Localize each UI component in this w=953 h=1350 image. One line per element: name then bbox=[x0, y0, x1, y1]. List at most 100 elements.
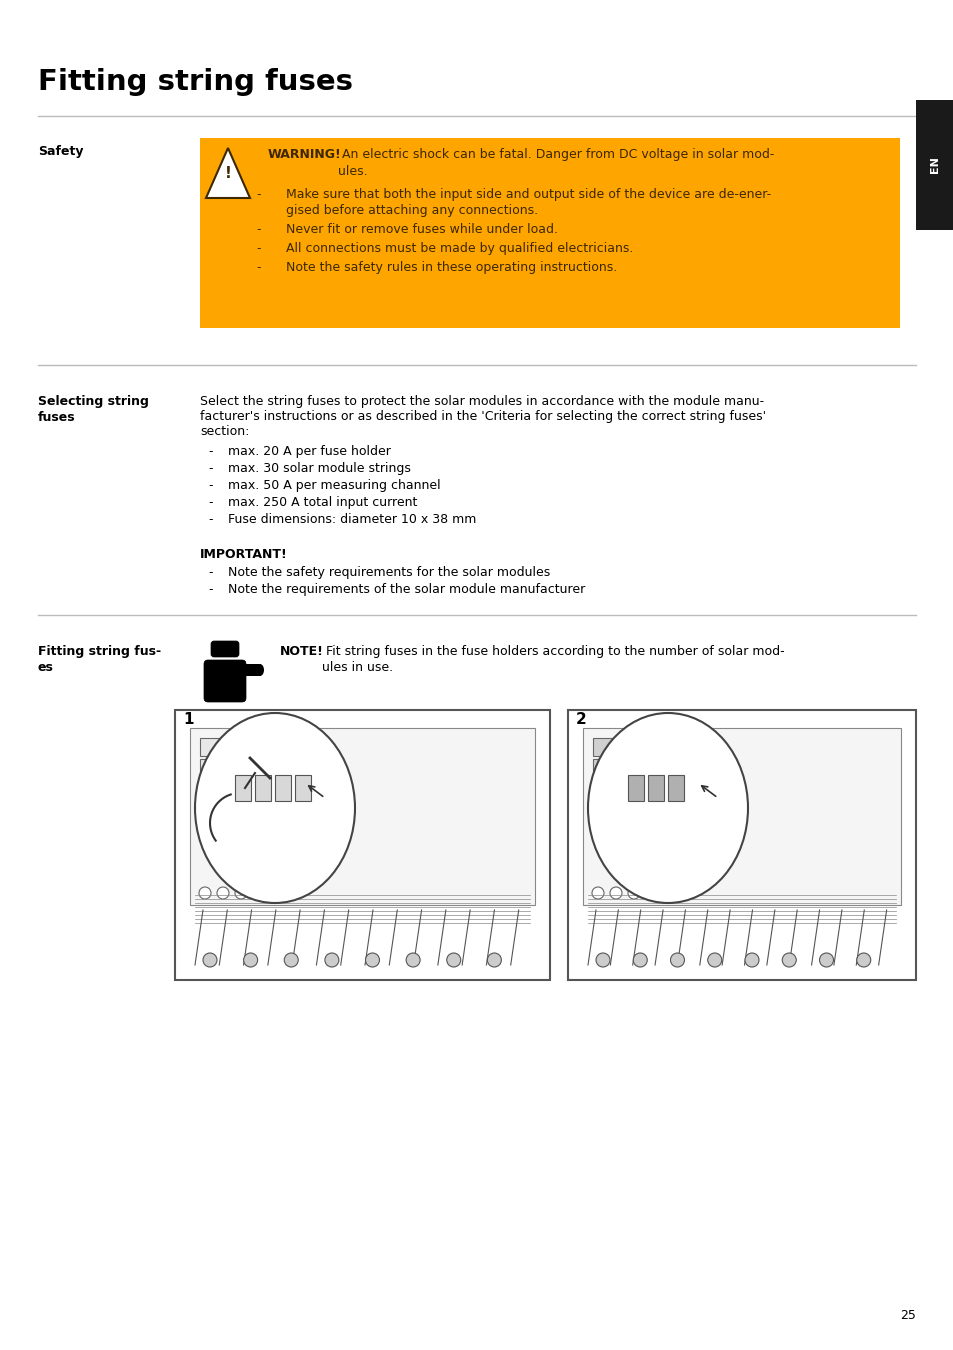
Bar bbox=[642, 738, 664, 756]
Text: Select the string fuses to protect the solar modules in accordance with the modu: Select the string fuses to protect the s… bbox=[200, 396, 763, 408]
Ellipse shape bbox=[255, 664, 264, 676]
Circle shape bbox=[819, 953, 833, 967]
Bar bbox=[234, 775, 251, 801]
Circle shape bbox=[271, 887, 283, 899]
Circle shape bbox=[243, 953, 257, 967]
Text: ules in use.: ules in use. bbox=[322, 662, 393, 674]
Bar bbox=[667, 775, 683, 801]
Text: Note the requirements of the solar module manufacturer: Note the requirements of the solar modul… bbox=[228, 583, 584, 595]
Circle shape bbox=[627, 887, 639, 899]
Text: All connections must be made by qualified electricians.: All connections must be made by qualifie… bbox=[286, 242, 633, 255]
Circle shape bbox=[856, 953, 870, 967]
Bar bbox=[618, 759, 639, 778]
Ellipse shape bbox=[587, 713, 747, 903]
Ellipse shape bbox=[194, 713, 355, 903]
Circle shape bbox=[645, 887, 658, 899]
Text: -: - bbox=[255, 242, 260, 255]
Text: Never fit or remove fuses while under load.: Never fit or remove fuses while under lo… bbox=[286, 223, 558, 236]
Bar bbox=[915, 100, 953, 230]
Text: EN: EN bbox=[929, 157, 939, 173]
Text: Fit string fuses in the fuse holders according to the number of solar mod-: Fit string fuses in the fuse holders acc… bbox=[322, 645, 783, 657]
Bar bbox=[250, 738, 272, 756]
Text: IMPORTANT!: IMPORTANT! bbox=[200, 548, 288, 562]
Text: -: - bbox=[255, 223, 260, 236]
Circle shape bbox=[234, 887, 247, 899]
Text: fuses: fuses bbox=[38, 410, 75, 424]
FancyBboxPatch shape bbox=[204, 660, 246, 702]
Text: -: - bbox=[255, 188, 260, 201]
Bar bbox=[254, 775, 271, 801]
Bar bbox=[200, 738, 222, 756]
Bar bbox=[582, 728, 900, 905]
Circle shape bbox=[609, 887, 621, 899]
Text: -: - bbox=[208, 513, 213, 526]
Text: Note the safety requirements for the solar modules: Note the safety requirements for the sol… bbox=[228, 566, 550, 579]
Bar bbox=[274, 759, 296, 778]
Text: Fitting string fus-: Fitting string fus- bbox=[38, 645, 161, 657]
Bar bbox=[627, 775, 643, 801]
Polygon shape bbox=[206, 148, 250, 198]
Text: ules.: ules. bbox=[337, 165, 367, 178]
Circle shape bbox=[284, 953, 298, 967]
FancyBboxPatch shape bbox=[211, 641, 239, 657]
Circle shape bbox=[203, 953, 216, 967]
Circle shape bbox=[216, 887, 229, 899]
Circle shape bbox=[707, 953, 721, 967]
Bar bbox=[225, 759, 247, 778]
Circle shape bbox=[670, 953, 684, 967]
Circle shape bbox=[406, 953, 419, 967]
Circle shape bbox=[199, 887, 211, 899]
Text: max. 20 A per fuse holder: max. 20 A per fuse holder bbox=[228, 446, 391, 458]
Bar bbox=[618, 738, 639, 756]
Circle shape bbox=[487, 953, 501, 967]
Circle shape bbox=[781, 953, 796, 967]
Text: section:: section: bbox=[200, 425, 249, 437]
Text: max. 30 solar module strings: max. 30 solar module strings bbox=[228, 462, 411, 475]
Text: Safety: Safety bbox=[38, 144, 84, 158]
Text: -: - bbox=[208, 583, 213, 595]
Text: max. 50 A per measuring channel: max. 50 A per measuring channel bbox=[228, 479, 440, 491]
Circle shape bbox=[744, 953, 759, 967]
Bar bbox=[274, 775, 291, 801]
Bar bbox=[647, 775, 663, 801]
Text: !: ! bbox=[224, 166, 232, 181]
Bar bbox=[667, 738, 689, 756]
Text: 25: 25 bbox=[900, 1310, 915, 1322]
Text: Fitting string fuses: Fitting string fuses bbox=[38, 68, 353, 96]
Bar bbox=[274, 738, 296, 756]
Circle shape bbox=[596, 953, 609, 967]
Circle shape bbox=[325, 953, 338, 967]
Text: An electric shock can be fatal. Danger from DC voltage in solar mod-: An electric shock can be fatal. Danger f… bbox=[337, 148, 774, 161]
Bar bbox=[200, 759, 222, 778]
Bar bbox=[593, 738, 615, 756]
Text: Fuse dimensions: diameter 10 x 38 mm: Fuse dimensions: diameter 10 x 38 mm bbox=[228, 513, 476, 526]
Bar bbox=[200, 138, 899, 328]
Text: gised before attaching any connections.: gised before attaching any connections. bbox=[286, 204, 537, 217]
Text: NOTE!: NOTE! bbox=[280, 645, 323, 657]
Circle shape bbox=[592, 887, 603, 899]
Bar bbox=[593, 759, 615, 778]
Bar bbox=[242, 664, 260, 676]
Text: -: - bbox=[208, 479, 213, 491]
Text: 1: 1 bbox=[183, 711, 193, 728]
Text: Note the safety rules in these operating instructions.: Note the safety rules in these operating… bbox=[286, 261, 617, 274]
Circle shape bbox=[446, 953, 460, 967]
Bar bbox=[642, 759, 664, 778]
Bar bbox=[294, 775, 311, 801]
Bar bbox=[174, 710, 550, 980]
Bar bbox=[250, 759, 272, 778]
Bar bbox=[667, 759, 689, 778]
Circle shape bbox=[253, 887, 265, 899]
Text: -: - bbox=[208, 462, 213, 475]
Bar bbox=[567, 710, 915, 980]
Circle shape bbox=[633, 953, 646, 967]
Text: -: - bbox=[208, 566, 213, 579]
Circle shape bbox=[365, 953, 379, 967]
Text: -: - bbox=[255, 261, 260, 274]
Circle shape bbox=[663, 887, 676, 899]
Text: max. 250 A total input current: max. 250 A total input current bbox=[228, 495, 417, 509]
Text: es: es bbox=[38, 662, 53, 674]
Text: -: - bbox=[208, 446, 213, 458]
Text: -: - bbox=[208, 495, 213, 509]
Text: Selecting string: Selecting string bbox=[38, 396, 149, 408]
